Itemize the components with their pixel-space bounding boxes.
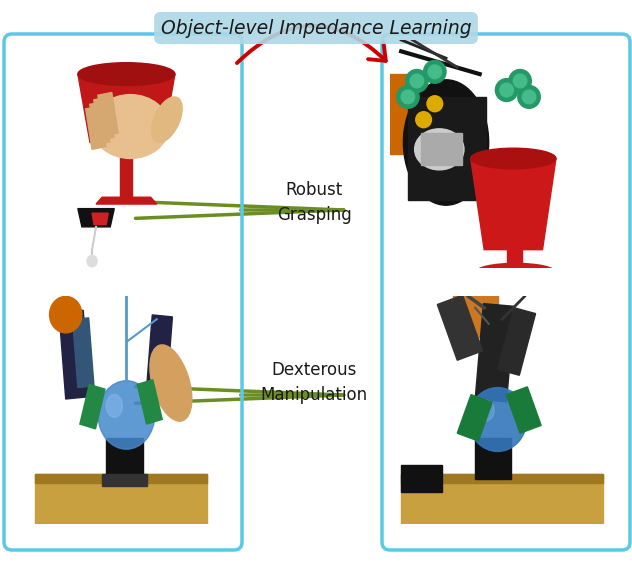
Bar	[86, 106, 106, 149]
Bar	[102, 474, 147, 486]
Bar	[35, 474, 207, 524]
Circle shape	[406, 70, 428, 92]
Ellipse shape	[468, 388, 527, 451]
Text: Grasping: Grasping	[277, 206, 351, 224]
Bar	[401, 474, 603, 483]
Bar	[98, 92, 118, 136]
Ellipse shape	[471, 148, 556, 169]
Circle shape	[522, 90, 536, 104]
Circle shape	[495, 79, 518, 101]
Circle shape	[423, 60, 446, 83]
Bar	[507, 245, 522, 272]
Circle shape	[513, 74, 527, 88]
Ellipse shape	[475, 263, 556, 282]
Ellipse shape	[152, 97, 182, 142]
Bar	[475, 304, 514, 402]
Ellipse shape	[98, 381, 155, 449]
Bar	[497, 308, 535, 375]
Bar	[458, 394, 492, 441]
Circle shape	[428, 65, 442, 79]
Bar	[137, 380, 162, 424]
Bar	[106, 438, 143, 479]
Circle shape	[500, 83, 513, 97]
Bar	[453, 296, 497, 337]
Bar	[408, 97, 487, 200]
Bar	[401, 474, 603, 524]
Bar	[401, 465, 442, 492]
Bar	[147, 315, 173, 389]
Circle shape	[397, 86, 419, 108]
Bar	[94, 97, 114, 140]
Circle shape	[87, 255, 97, 267]
Circle shape	[49, 296, 82, 333]
Polygon shape	[96, 197, 157, 204]
Text: Object-level Impedance Learning: Object-level Impedance Learning	[161, 18, 471, 38]
Bar	[422, 133, 462, 165]
Text: Manipulation: Manipulation	[260, 386, 368, 404]
Polygon shape	[78, 74, 175, 142]
Polygon shape	[471, 158, 556, 250]
Ellipse shape	[92, 95, 169, 158]
Ellipse shape	[478, 400, 494, 421]
Text: Dexterous: Dexterous	[271, 361, 356, 379]
Polygon shape	[92, 213, 108, 225]
Circle shape	[401, 90, 415, 104]
Ellipse shape	[415, 129, 464, 170]
Bar	[506, 387, 541, 433]
Bar	[80, 384, 105, 429]
Circle shape	[427, 96, 442, 112]
Ellipse shape	[150, 345, 192, 421]
Bar	[390, 74, 422, 154]
Circle shape	[410, 74, 423, 88]
Circle shape	[509, 70, 532, 92]
FancyArrowPatch shape	[237, 26, 386, 63]
Bar	[437, 295, 483, 360]
Bar	[35, 474, 207, 483]
Bar	[120, 138, 133, 200]
Ellipse shape	[403, 80, 489, 205]
Ellipse shape	[106, 394, 123, 417]
Text: Robust: Robust	[286, 181, 343, 199]
Bar	[90, 101, 110, 145]
Circle shape	[416, 112, 432, 128]
Bar	[59, 310, 90, 399]
Bar	[475, 438, 511, 479]
Bar	[73, 318, 94, 388]
Circle shape	[518, 86, 540, 108]
Polygon shape	[78, 209, 114, 227]
Ellipse shape	[78, 63, 175, 86]
